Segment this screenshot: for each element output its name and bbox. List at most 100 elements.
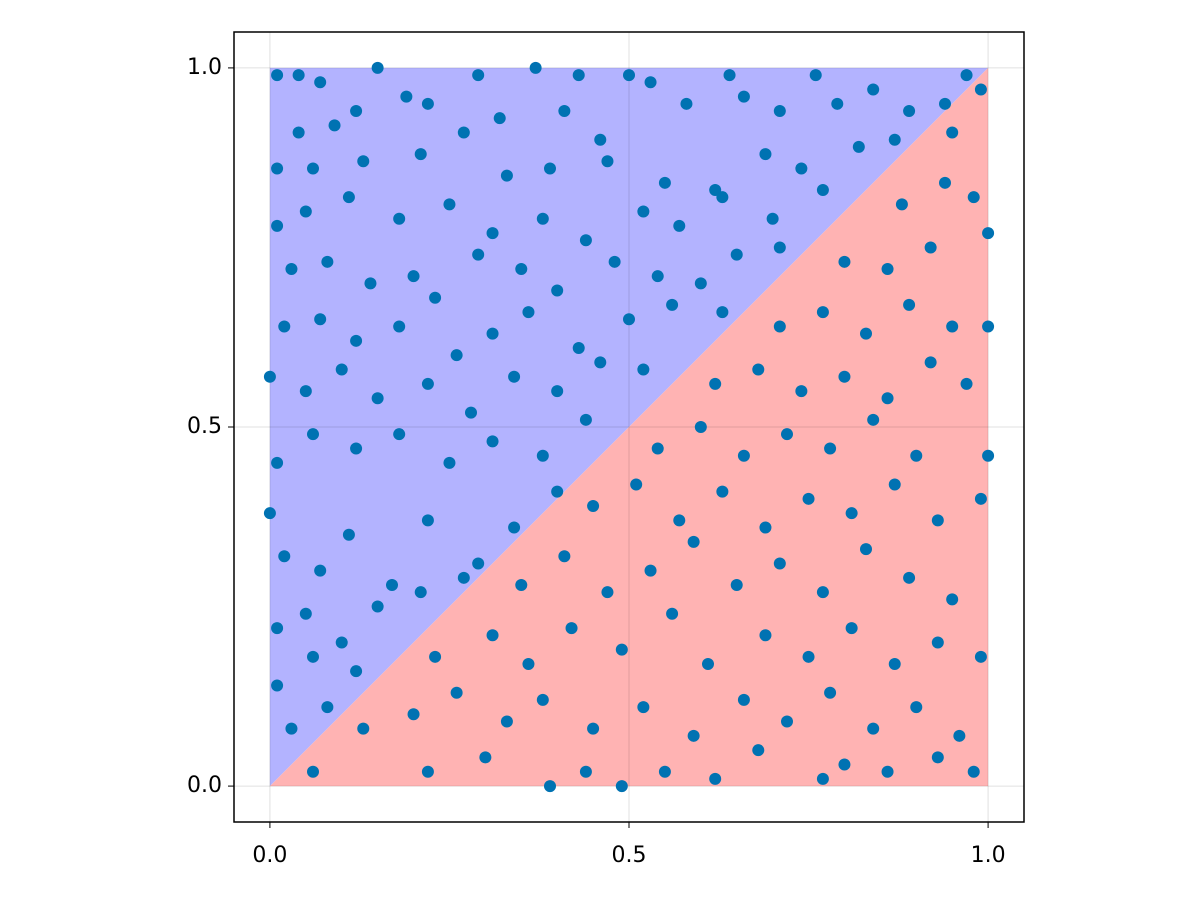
- point: [881, 765, 894, 778]
- point: [314, 76, 327, 89]
- point: [974, 83, 987, 96]
- point: [271, 162, 284, 175]
- point: [623, 69, 635, 82]
- point: [946, 320, 959, 333]
- point: [716, 191, 729, 204]
- point: [579, 234, 592, 247]
- point: [529, 61, 542, 74]
- point: [551, 485, 564, 498]
- point: [608, 255, 621, 268]
- point: [702, 658, 714, 670]
- point: [292, 69, 305, 82]
- point: [737, 90, 750, 103]
- point: [723, 69, 736, 82]
- point: [623, 313, 635, 326]
- point: [716, 306, 729, 319]
- point: [974, 650, 987, 663]
- point: [486, 629, 499, 642]
- point: [587, 500, 600, 512]
- point: [479, 751, 492, 764]
- point: [967, 765, 980, 778]
- point: [838, 370, 851, 383]
- point: [271, 679, 284, 692]
- point: [982, 320, 995, 333]
- point: [982, 449, 995, 462]
- point: [457, 126, 470, 139]
- point: [860, 543, 872, 556]
- point: [867, 413, 880, 426]
- plot-frame: [233, 31, 1025, 823]
- point: [752, 744, 765, 757]
- point: [773, 105, 786, 117]
- point: [314, 313, 327, 326]
- point: [673, 219, 686, 232]
- point: [350, 105, 363, 117]
- point: [558, 105, 571, 117]
- point: [637, 363, 650, 376]
- point: [515, 579, 528, 591]
- point: [939, 176, 951, 189]
- y-tick-label: 1.0: [187, 55, 222, 80]
- point: [443, 456, 456, 469]
- point: [536, 693, 549, 706]
- point: [364, 277, 377, 290]
- point: [307, 765, 319, 778]
- point: [407, 708, 420, 721]
- point: [630, 478, 643, 491]
- point: [579, 413, 592, 426]
- point: [974, 492, 987, 505]
- point: [967, 191, 980, 204]
- point: [414, 586, 427, 599]
- point: [759, 521, 772, 534]
- point: [421, 97, 434, 110]
- point: [493, 112, 506, 125]
- point: [615, 643, 628, 656]
- point: [687, 535, 700, 548]
- point: [558, 550, 571, 563]
- point: [278, 320, 291, 333]
- point: [903, 571, 916, 584]
- point: [960, 377, 973, 390]
- point: [888, 133, 901, 146]
- point: [429, 650, 442, 663]
- point: [781, 715, 793, 728]
- point: [601, 586, 614, 599]
- point: [299, 385, 312, 398]
- point: [307, 650, 319, 663]
- point: [651, 270, 664, 283]
- point: [421, 377, 434, 390]
- point: [271, 622, 284, 635]
- point: [486, 435, 499, 448]
- point: [457, 571, 470, 584]
- point: [730, 248, 743, 261]
- point: [637, 205, 650, 218]
- region: [269, 67, 989, 787]
- point: [515, 263, 528, 275]
- point: [946, 593, 959, 606]
- point: [615, 780, 628, 793]
- point: [386, 579, 398, 591]
- point: [759, 629, 772, 642]
- point: [867, 83, 880, 96]
- point: [910, 449, 923, 462]
- point: [881, 392, 894, 405]
- x-tick-label: 1.0: [971, 843, 1006, 868]
- point: [658, 765, 671, 778]
- point: [572, 69, 585, 82]
- point: [500, 169, 513, 182]
- point: [594, 356, 607, 369]
- point: [773, 557, 786, 570]
- point: [307, 162, 319, 175]
- point: [508, 370, 521, 383]
- point: [371, 392, 384, 405]
- point: [335, 363, 348, 376]
- point: [845, 507, 858, 520]
- point: [508, 521, 521, 534]
- point: [285, 722, 298, 735]
- point: [299, 205, 312, 218]
- point: [443, 198, 456, 211]
- point: [342, 528, 355, 541]
- point: [852, 140, 865, 153]
- point: [522, 306, 535, 319]
- point: [881, 263, 894, 275]
